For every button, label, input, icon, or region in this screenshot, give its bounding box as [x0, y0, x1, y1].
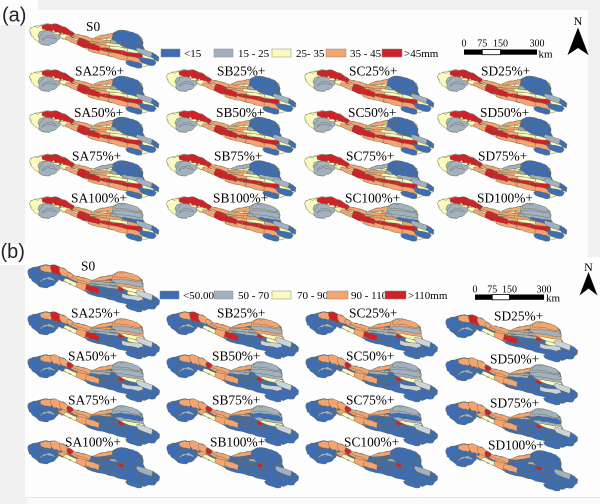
- svg-text:SC50%+: SC50%+: [348, 105, 396, 120]
- svg-text:S0: S0: [86, 19, 100, 34]
- svg-text:SB75%+: SB75%+: [212, 393, 260, 408]
- svg-text:>45mm: >45mm: [404, 48, 439, 60]
- svg-text:0: 0: [462, 39, 467, 50]
- svg-text:SD25%+: SD25%+: [494, 309, 543, 324]
- svg-text:0: 0: [473, 284, 478, 295]
- svg-text:SC25%+: SC25%+: [349, 306, 397, 321]
- svg-text:35 - 45: 35 - 45: [350, 48, 382, 60]
- svg-text:SD25%+: SD25%+: [481, 64, 530, 79]
- svg-text:SC75%+: SC75%+: [346, 149, 394, 164]
- svg-text:SA50%+: SA50%+: [68, 349, 117, 364]
- svg-text:SA75%+: SA75%+: [72, 149, 121, 164]
- svg-text:150: 150: [493, 39, 508, 50]
- svg-text:SC50%+: SC50%+: [346, 349, 394, 364]
- svg-text:50 - 70: 50 - 70: [238, 290, 270, 302]
- svg-text:SC75%+: SC75%+: [346, 393, 394, 408]
- svg-text:SB100%+: SB100%+: [213, 191, 268, 206]
- svg-text:<15: <15: [184, 48, 202, 60]
- svg-text:SD75%+: SD75%+: [490, 396, 539, 411]
- svg-text:SB50%+: SB50%+: [216, 105, 264, 120]
- svg-text:SD75%+: SD75%+: [478, 149, 527, 164]
- svg-text:70 - 90: 70 - 90: [297, 290, 329, 302]
- svg-text:km: km: [539, 49, 554, 61]
- svg-text:SC100%+: SC100%+: [344, 435, 399, 450]
- svg-text:<50.00: <50.00: [183, 290, 214, 302]
- svg-text:SB25%+: SB25%+: [217, 306, 265, 321]
- svg-text:SB25%+: SB25%+: [217, 64, 265, 79]
- svg-text:15 - 25: 15 - 25: [238, 48, 270, 60]
- svg-text:SA75%+: SA75%+: [68, 393, 117, 408]
- svg-text:N: N: [584, 260, 593, 274]
- svg-text:75: 75: [487, 284, 497, 295]
- svg-text:300: 300: [537, 284, 552, 295]
- svg-text:SB50%+: SB50%+: [212, 349, 260, 364]
- svg-text:SA50%+: SA50%+: [74, 105, 123, 120]
- svg-text:SA25%+: SA25%+: [71, 306, 120, 321]
- svg-text:(b): (b): [1, 241, 25, 263]
- svg-text:90 - 110: 90 - 110: [351, 290, 388, 302]
- svg-text:(a): (a): [2, 5, 26, 27]
- svg-text:SB100%+: SB100%+: [210, 435, 265, 450]
- svg-text:SD100%+: SD100%+: [477, 191, 533, 206]
- svg-text:N: N: [574, 14, 583, 28]
- svg-text:SD100%+: SD100%+: [488, 438, 544, 453]
- svg-text:150: 150: [502, 284, 517, 295]
- svg-text:25- 35: 25- 35: [296, 48, 325, 60]
- svg-text:S0: S0: [81, 259, 95, 274]
- svg-text:SA25%+: SA25%+: [75, 64, 124, 79]
- svg-text:km: km: [546, 292, 561, 304]
- svg-text:SD50%+: SD50%+: [490, 352, 539, 367]
- svg-text:300: 300: [530, 39, 545, 50]
- svg-text:SD50%+: SD50%+: [480, 105, 529, 120]
- svg-text:75: 75: [477, 39, 487, 50]
- svg-text:>110mm: >110mm: [408, 290, 448, 302]
- svg-text:SC100%+: SC100%+: [345, 191, 400, 206]
- svg-text:SA100%+: SA100%+: [65, 435, 121, 450]
- svg-text:SC25%+: SC25%+: [349, 64, 397, 79]
- svg-text:SA100%+: SA100%+: [71, 191, 127, 206]
- svg-text:SB75%+: SB75%+: [214, 149, 262, 164]
